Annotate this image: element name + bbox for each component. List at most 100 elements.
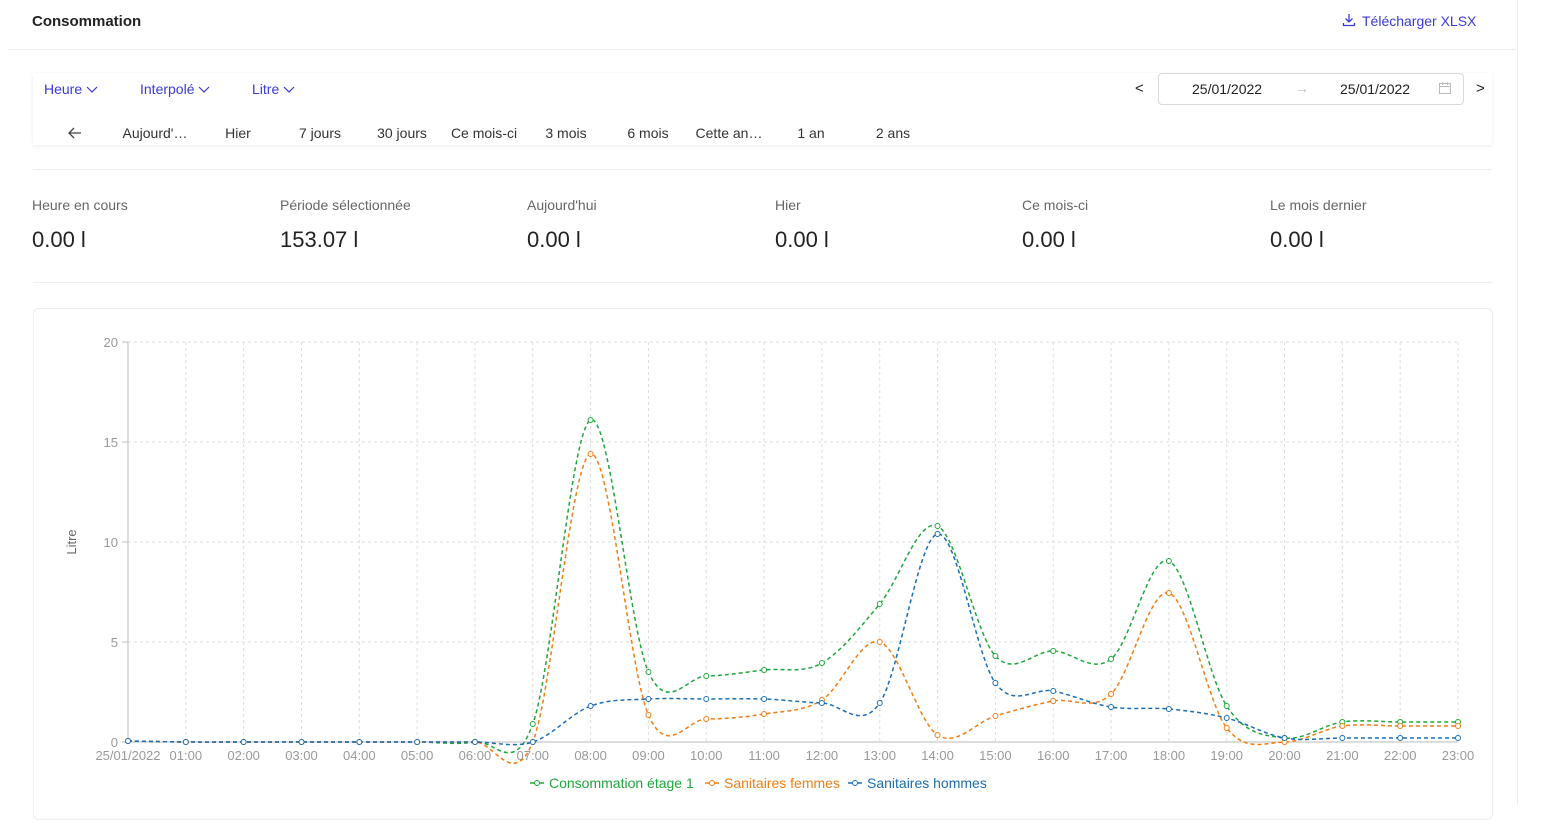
download-button[interactable]: Télécharger XLSX — [1342, 13, 1476, 29]
range-button[interactable]: 6 mois — [627, 125, 669, 141]
y-tick-label: 10 — [104, 535, 118, 550]
point — [414, 739, 421, 745]
point — [1108, 704, 1115, 710]
point — [645, 696, 652, 702]
range-button[interactable]: 1 an — [797, 125, 825, 141]
point — [1339, 735, 1346, 741]
point — [587, 417, 594, 423]
point — [992, 653, 999, 659]
stat-label: Heure en cours — [32, 197, 128, 213]
range-button[interactable]: 2 ans — [875, 125, 911, 141]
point — [298, 739, 305, 745]
point — [1455, 723, 1461, 729]
point — [645, 712, 652, 718]
page-title: Consommation — [32, 13, 142, 30]
range-button[interactable]: 3 mois — [545, 125, 587, 141]
x-tick-label: 08:00 — [574, 748, 607, 763]
point — [934, 732, 941, 738]
range-button[interactable]: Cette an… — [695, 125, 763, 141]
point — [1050, 698, 1057, 704]
x-tick-label: 13:00 — [863, 748, 896, 763]
stat-label: Aujourd'hui — [527, 197, 597, 213]
x-tick-label: 15:00 — [979, 748, 1012, 763]
x-tick-label: 10:00 — [690, 748, 723, 763]
legend-label: Sanitaires femmes — [724, 775, 840, 791]
point — [645, 669, 652, 675]
point — [761, 667, 768, 673]
point — [992, 713, 999, 719]
x-tick-label: 02:00 — [227, 748, 260, 763]
series-line — [127, 453, 1458, 765]
x-tick-label: 04:00 — [343, 748, 376, 763]
download-icon — [1342, 14, 1356, 27]
x-tick-label: 17:00 — [1095, 748, 1128, 763]
stat-value: 0.00 l — [1270, 227, 1324, 252]
range-button[interactable]: 7 jours — [298, 125, 342, 141]
chevron — [86, 86, 98, 93]
stat-label: Période sélectionnée — [280, 197, 411, 213]
point — [1397, 723, 1404, 729]
series-line — [127, 419, 1458, 754]
range-button[interactable]: Aujourd'… — [122, 125, 188, 141]
x-tick-label: 01:00 — [170, 748, 203, 763]
x-tick-label: 16:00 — [1037, 748, 1070, 763]
point — [1397, 735, 1404, 741]
x-tick-label: 11:00 — [748, 748, 780, 763]
prev-button[interactable]: < — [1135, 80, 1144, 97]
range-button[interactable]: 30 jours — [377, 125, 427, 141]
point — [934, 531, 941, 537]
point — [1050, 648, 1057, 654]
stat-label: Le mois dernier — [1270, 197, 1367, 213]
next-button[interactable]: > — [1476, 80, 1485, 97]
y-tick-label: 20 — [104, 335, 118, 350]
filter-dropdown[interactable]: Heure — [44, 81, 98, 97]
legend-label: Sanitaires hommes — [867, 775, 987, 791]
chart: Litre 0 5 10 15 20 25/01/2022 01:00 02:00 03:00 0… — [64, 335, 1475, 791]
x-tick-label: 23:00 — [1442, 748, 1475, 763]
point — [587, 451, 594, 457]
x-tick-label: 19:00 — [1210, 748, 1243, 763]
point — [1223, 725, 1230, 731]
date-picker[interactable] — [1158, 73, 1464, 105]
point — [356, 739, 363, 745]
chevron — [199, 86, 210, 93]
x-tick-label: 22:00 — [1384, 748, 1417, 763]
y-tick-label: 0 — [111, 735, 118, 750]
range-button[interactable]: Ce mois-ci — [450, 125, 518, 141]
x-tick-label: 18:00 — [1153, 748, 1186, 763]
divider — [1517, 0, 1518, 805]
point — [1108, 691, 1115, 697]
download-label: Télécharger XLSX — [1362, 13, 1477, 29]
x-tick-label: 25/01/2022 — [95, 748, 160, 763]
point — [1281, 735, 1288, 741]
point — [1455, 735, 1461, 741]
point — [703, 716, 710, 722]
stat-value: 153.07 l — [280, 227, 359, 252]
point — [1165, 706, 1172, 712]
x-tick-label: 05:00 — [401, 748, 434, 763]
x-tick-label: 14:00 — [921, 748, 954, 763]
point — [587, 703, 594, 709]
point — [1050, 688, 1057, 694]
point — [876, 639, 883, 645]
filter-dropdown[interactable]: Litre — [252, 81, 295, 97]
x-tick-label: 07:00 — [517, 748, 550, 763]
filter-dropdown[interactable]: Interpolé — [140, 81, 210, 97]
range-button[interactable]: Hier — [225, 125, 251, 141]
stat-label: Ce mois-ci — [1022, 197, 1089, 213]
legend-marker — [852, 780, 858, 786]
y-tick-label: 15 — [104, 435, 118, 450]
back-arrow[interactable] — [67, 126, 83, 140]
point — [1223, 703, 1230, 709]
x-tick-label: 20:00 — [1268, 748, 1301, 763]
stat-value: 0.00 l — [527, 227, 581, 252]
stat-value: 0.00 l — [32, 227, 86, 252]
y-axis-label: Litre — [64, 529, 79, 554]
point — [1165, 590, 1172, 596]
stat-value: 0.00 l — [1022, 227, 1076, 252]
point — [992, 680, 999, 686]
date-start: 25/01/2022 — [1192, 81, 1263, 97]
point — [529, 739, 536, 745]
stat-label: Hier — [775, 197, 801, 213]
